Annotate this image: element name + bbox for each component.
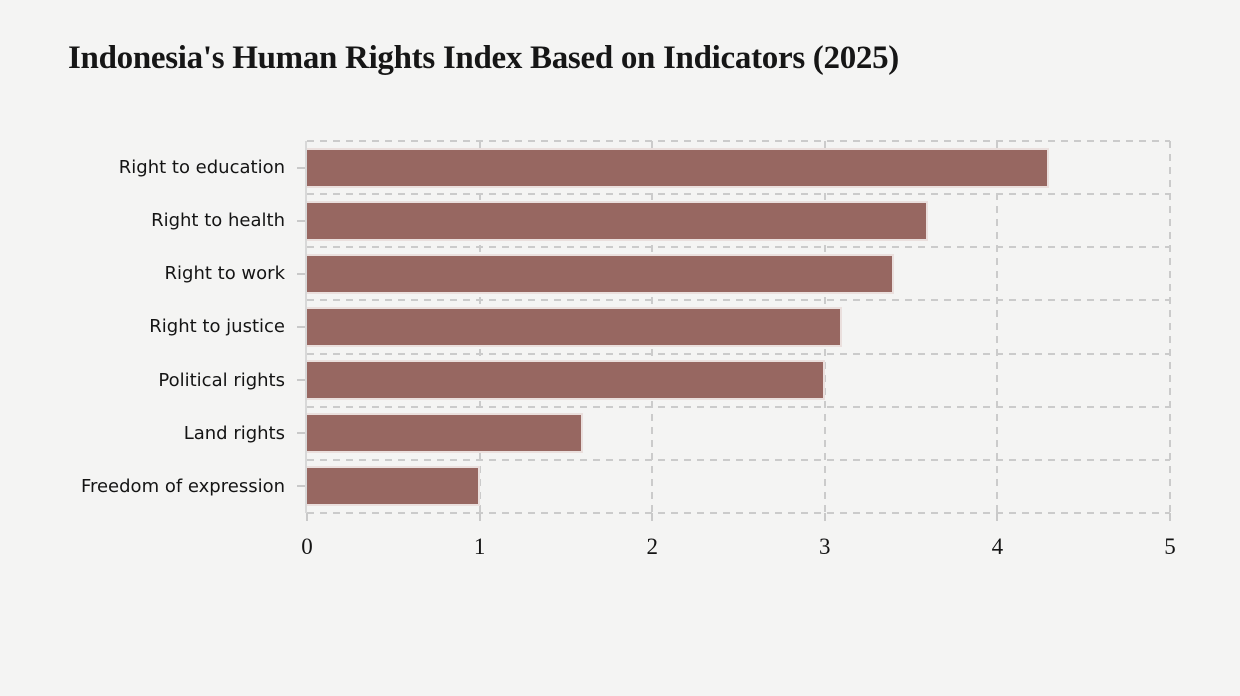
y-axis-tick xyxy=(297,485,305,488)
category-label: Freedom of expression xyxy=(80,475,285,497)
x-axis-tick xyxy=(1169,513,1171,521)
x-axis-tick xyxy=(478,513,481,521)
y-axis-tick xyxy=(297,326,305,328)
x-tick-label: 2 xyxy=(646,534,658,559)
y-axis-tick xyxy=(297,379,305,382)
bar xyxy=(307,307,843,347)
grid-line-vertical xyxy=(1169,141,1171,513)
grid-line-horizontal xyxy=(307,246,1170,249)
bar xyxy=(307,200,929,241)
category-label: Right to education xyxy=(118,157,285,179)
category-label: Right to justice xyxy=(149,316,285,338)
category-label: Right to health xyxy=(151,210,285,232)
x-axis-tick xyxy=(651,513,654,521)
y-axis-tick xyxy=(297,219,305,222)
x-tick-label: 3 xyxy=(819,534,831,559)
x-tick-label: 4 xyxy=(991,534,1004,559)
bar xyxy=(307,466,480,507)
category-label: Land rights xyxy=(183,422,285,444)
grid-line-horizontal xyxy=(307,405,1170,408)
grid-line-horizontal xyxy=(307,140,1170,142)
grid-line-horizontal xyxy=(307,299,1170,302)
bar xyxy=(307,413,584,454)
y-axis-labels: Right to education Right to health Right t… xyxy=(0,141,285,513)
y-axis-tick xyxy=(297,432,305,435)
x-tick-label: 5 xyxy=(1164,534,1176,559)
bar xyxy=(307,147,1050,188)
grid-line-vertical xyxy=(996,141,999,513)
x-axis-tick xyxy=(306,513,308,521)
chart-title: Indonesia's Human Rights Index Based on … xyxy=(68,40,899,76)
category-label: Political rights xyxy=(158,369,285,391)
grid-line-horizontal xyxy=(307,458,1170,461)
category-label: Right to work xyxy=(164,263,285,285)
y-axis-tick xyxy=(297,166,305,169)
x-tick-label: 0 xyxy=(301,534,313,559)
bar xyxy=(307,253,894,294)
x-tick-label: 1 xyxy=(473,534,486,559)
y-axis-tick xyxy=(297,272,305,275)
y-axis-spine xyxy=(305,141,307,513)
grid-line-horizontal xyxy=(307,352,1170,355)
x-axis-labels: 0 1 2 3 4 5 xyxy=(301,534,1176,568)
grid-line-horizontal xyxy=(307,193,1170,196)
bar xyxy=(307,360,825,401)
x-axis-tick xyxy=(996,513,999,521)
x-axis-tick xyxy=(823,513,826,521)
grid-line-horizontal xyxy=(307,512,1170,514)
plot-area xyxy=(297,140,1171,521)
